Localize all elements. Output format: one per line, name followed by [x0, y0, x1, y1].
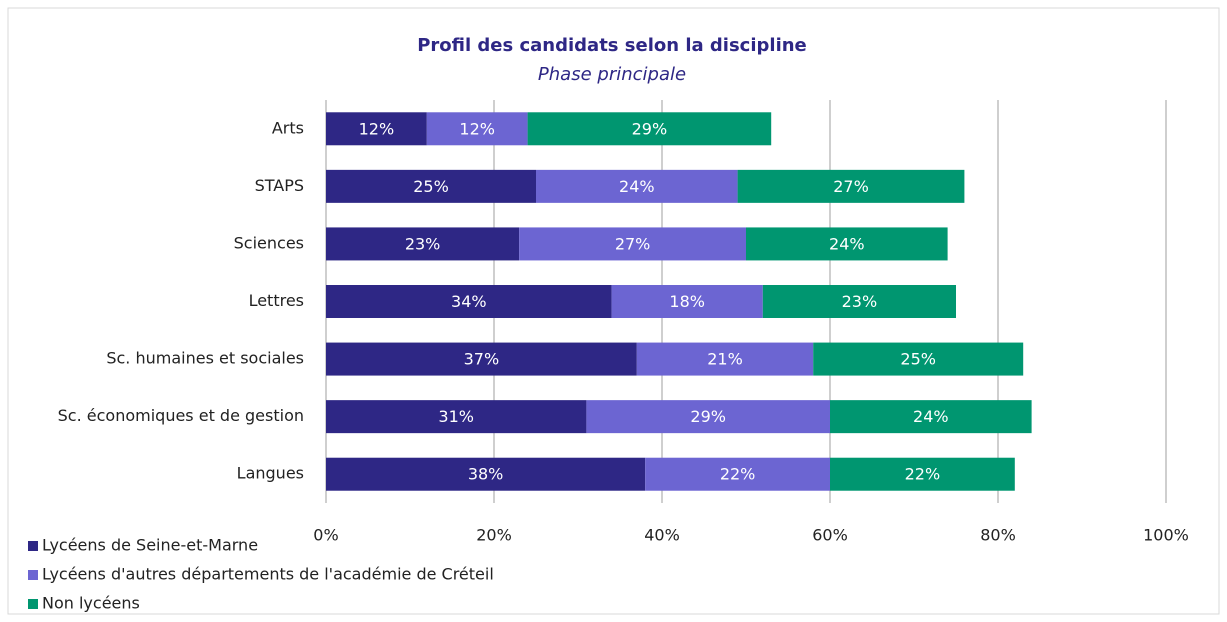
data-label: 27%: [833, 177, 869, 196]
legend-swatch: [28, 570, 38, 580]
y-tick-label: Sc. économiques et de gestion: [58, 406, 304, 425]
bar-segment: [519, 227, 746, 261]
bar-segment: [326, 285, 612, 318]
data-label: 12%: [459, 119, 495, 138]
data-label: 12%: [359, 119, 395, 138]
bar-segment: [536, 169, 738, 203]
bar-segment: [762, 285, 956, 318]
data-label: 25%: [900, 350, 936, 369]
data-label: 25%: [413, 177, 449, 196]
bar-segment: [426, 112, 528, 146]
legend-swatch: [28, 599, 38, 609]
data-label: 29%: [690, 407, 726, 426]
data-label: 34%: [451, 292, 487, 311]
data-label: 24%: [913, 407, 949, 426]
data-label: 27%: [615, 234, 651, 253]
bar-segment: [527, 112, 772, 146]
bar-segment: [326, 457, 646, 491]
legend-swatch: [28, 541, 38, 551]
data-label: 37%: [464, 350, 500, 369]
bar-segment: [813, 342, 1024, 376]
bar-segment: [830, 400, 1032, 434]
y-tick-label: Lettres: [249, 291, 304, 310]
data-label: 38%: [468, 465, 504, 484]
bar-segment: [830, 457, 1015, 491]
bar-segment: [611, 285, 763, 318]
bar-segment: [326, 169, 536, 203]
bar-segment: [326, 342, 637, 376]
x-tick-label: 0%: [313, 526, 338, 545]
chart-title: Profil des candidats selon la discipline: [417, 35, 807, 56]
data-label: 22%: [905, 465, 941, 484]
data-label: 24%: [829, 234, 865, 253]
y-tick-label: STAPS: [255, 176, 304, 195]
x-tick-label: 100%: [1143, 526, 1189, 545]
legend-label: Lycéens de Seine-et-Marne: [42, 536, 258, 555]
bar-segment: [746, 227, 948, 261]
bar-segment: [326, 112, 427, 146]
bar-segment: [586, 400, 830, 434]
bar-segment: [326, 227, 520, 261]
y-tick-label: Arts: [272, 118, 304, 137]
y-tick-label: Sciences: [234, 233, 304, 252]
bar-segment: [326, 400, 587, 434]
bar-segment: [737, 169, 965, 203]
data-label: 29%: [632, 119, 668, 138]
data-label: 21%: [707, 350, 743, 369]
legend-label: Non lycéens: [42, 594, 140, 613]
y-tick-label: Langues: [237, 464, 304, 483]
data-label: 18%: [669, 292, 705, 311]
data-label: 23%: [405, 234, 441, 253]
y-tick-label: Sc. humaines et sociales: [106, 349, 304, 368]
bar-segment: [645, 457, 830, 491]
x-tick-label: 60%: [812, 526, 848, 545]
data-label: 22%: [720, 465, 756, 484]
bar-segment: [636, 342, 814, 376]
data-label: 31%: [438, 407, 474, 426]
x-tick-label: 80%: [980, 526, 1016, 545]
data-label: 24%: [619, 177, 655, 196]
data-label: 23%: [842, 292, 878, 311]
legend-label: Lycéens d'autres départements de l'acadé…: [42, 565, 494, 584]
x-tick-label: 40%: [644, 526, 680, 545]
chart-subtitle: Phase principale: [538, 64, 686, 85]
x-tick-label: 20%: [476, 526, 512, 545]
